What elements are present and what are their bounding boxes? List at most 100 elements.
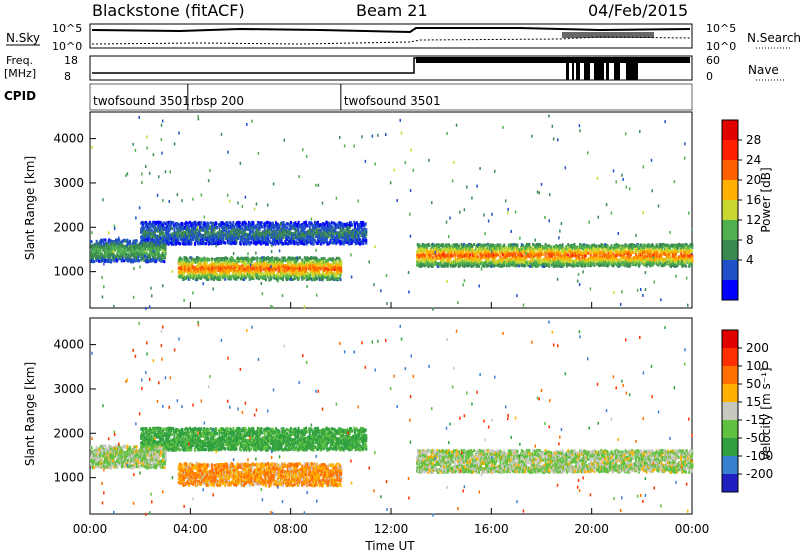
power-cell (561, 264, 564, 268)
power-cell (180, 237, 183, 241)
power-cell (528, 255, 531, 259)
power-cell (155, 228, 158, 232)
power-cell (597, 259, 600, 263)
power-cell (627, 261, 630, 265)
power-cell (480, 250, 483, 254)
power-cell (623, 253, 626, 257)
power-cell (347, 234, 350, 238)
power-cell (217, 238, 220, 242)
power-cell (467, 247, 470, 251)
power-cell (604, 253, 607, 257)
power-cell (202, 228, 205, 232)
power-cell (427, 261, 430, 265)
power-cell (574, 263, 577, 267)
power-cell (177, 223, 180, 227)
power-cell (617, 251, 620, 255)
power-cell (237, 233, 240, 237)
power-cell (364, 229, 367, 233)
power-cell (210, 240, 213, 244)
power-cell (651, 243, 654, 247)
power-cell (640, 244, 643, 248)
power-cell (656, 247, 659, 251)
power-cell (580, 245, 583, 249)
power-cell (660, 258, 663, 262)
power-cell (320, 236, 323, 240)
power-cell (232, 226, 235, 230)
power-cell (478, 251, 481, 255)
power-cell (611, 252, 614, 256)
power-cell (248, 220, 251, 224)
power-cell (604, 250, 607, 254)
power-cell (638, 246, 641, 250)
power-cell (572, 245, 575, 249)
power-cell (629, 243, 632, 247)
power-cell (159, 220, 162, 224)
power-cell (260, 237, 263, 241)
power-cell (339, 221, 342, 225)
power-cell (152, 225, 155, 229)
power-cell (182, 274, 185, 278)
power-cell (163, 226, 166, 230)
power-cell (300, 229, 303, 233)
power-cell (354, 222, 357, 226)
power-cell (493, 260, 496, 264)
power-cell (209, 225, 212, 229)
power-cell (563, 263, 566, 267)
power-cell (464, 253, 467, 257)
power-cell (280, 235, 283, 239)
power-cell (487, 252, 490, 256)
power-cell (150, 228, 153, 232)
power-cell (625, 250, 628, 254)
power-cell (682, 254, 685, 258)
power-cell (322, 222, 325, 226)
power-cell (532, 261, 535, 265)
power-cell (494, 245, 497, 249)
power-cell (211, 242, 214, 246)
power-cell (533, 257, 536, 261)
power-cell (222, 236, 225, 240)
power-cell (610, 250, 613, 254)
power-cell (660, 243, 663, 247)
power-cell (486, 258, 489, 262)
power-cell (483, 256, 486, 260)
power-cell (282, 236, 285, 240)
power-cell (651, 253, 654, 257)
power-cell (254, 226, 257, 230)
power-cell (636, 244, 639, 248)
power-cell (495, 263, 498, 267)
power-cell (547, 252, 550, 256)
power-cell (165, 229, 168, 233)
power-cell (673, 254, 676, 258)
power-cell (251, 224, 254, 228)
power-cell (597, 257, 600, 261)
power-cell (490, 247, 493, 251)
power-cell (230, 242, 233, 246)
power-cell (490, 254, 493, 258)
power-cell (199, 234, 202, 238)
power-cell (189, 256, 192, 260)
power-cell (673, 245, 676, 249)
power-cell (335, 225, 338, 229)
power-cell (537, 263, 540, 267)
power-cell (587, 251, 590, 255)
power-cell (271, 221, 274, 225)
power-cell (304, 234, 307, 238)
nave-tick-top: 60 (706, 54, 720, 67)
power-cell (146, 235, 149, 239)
power-cell (671, 251, 674, 255)
power-cell (237, 230, 240, 234)
power-cell (234, 236, 237, 240)
power-cell (290, 241, 293, 245)
power-cell (207, 242, 210, 246)
power-cell (538, 248, 541, 252)
power-cell (287, 231, 290, 235)
power-cell (454, 253, 457, 257)
power-cell (322, 239, 325, 243)
power-cell (653, 245, 656, 249)
power-cell (507, 263, 510, 267)
power-cell (530, 261, 533, 265)
power-cell (305, 224, 308, 228)
power-cell (683, 260, 686, 264)
power-cell (327, 232, 330, 236)
power-cell (423, 248, 426, 252)
